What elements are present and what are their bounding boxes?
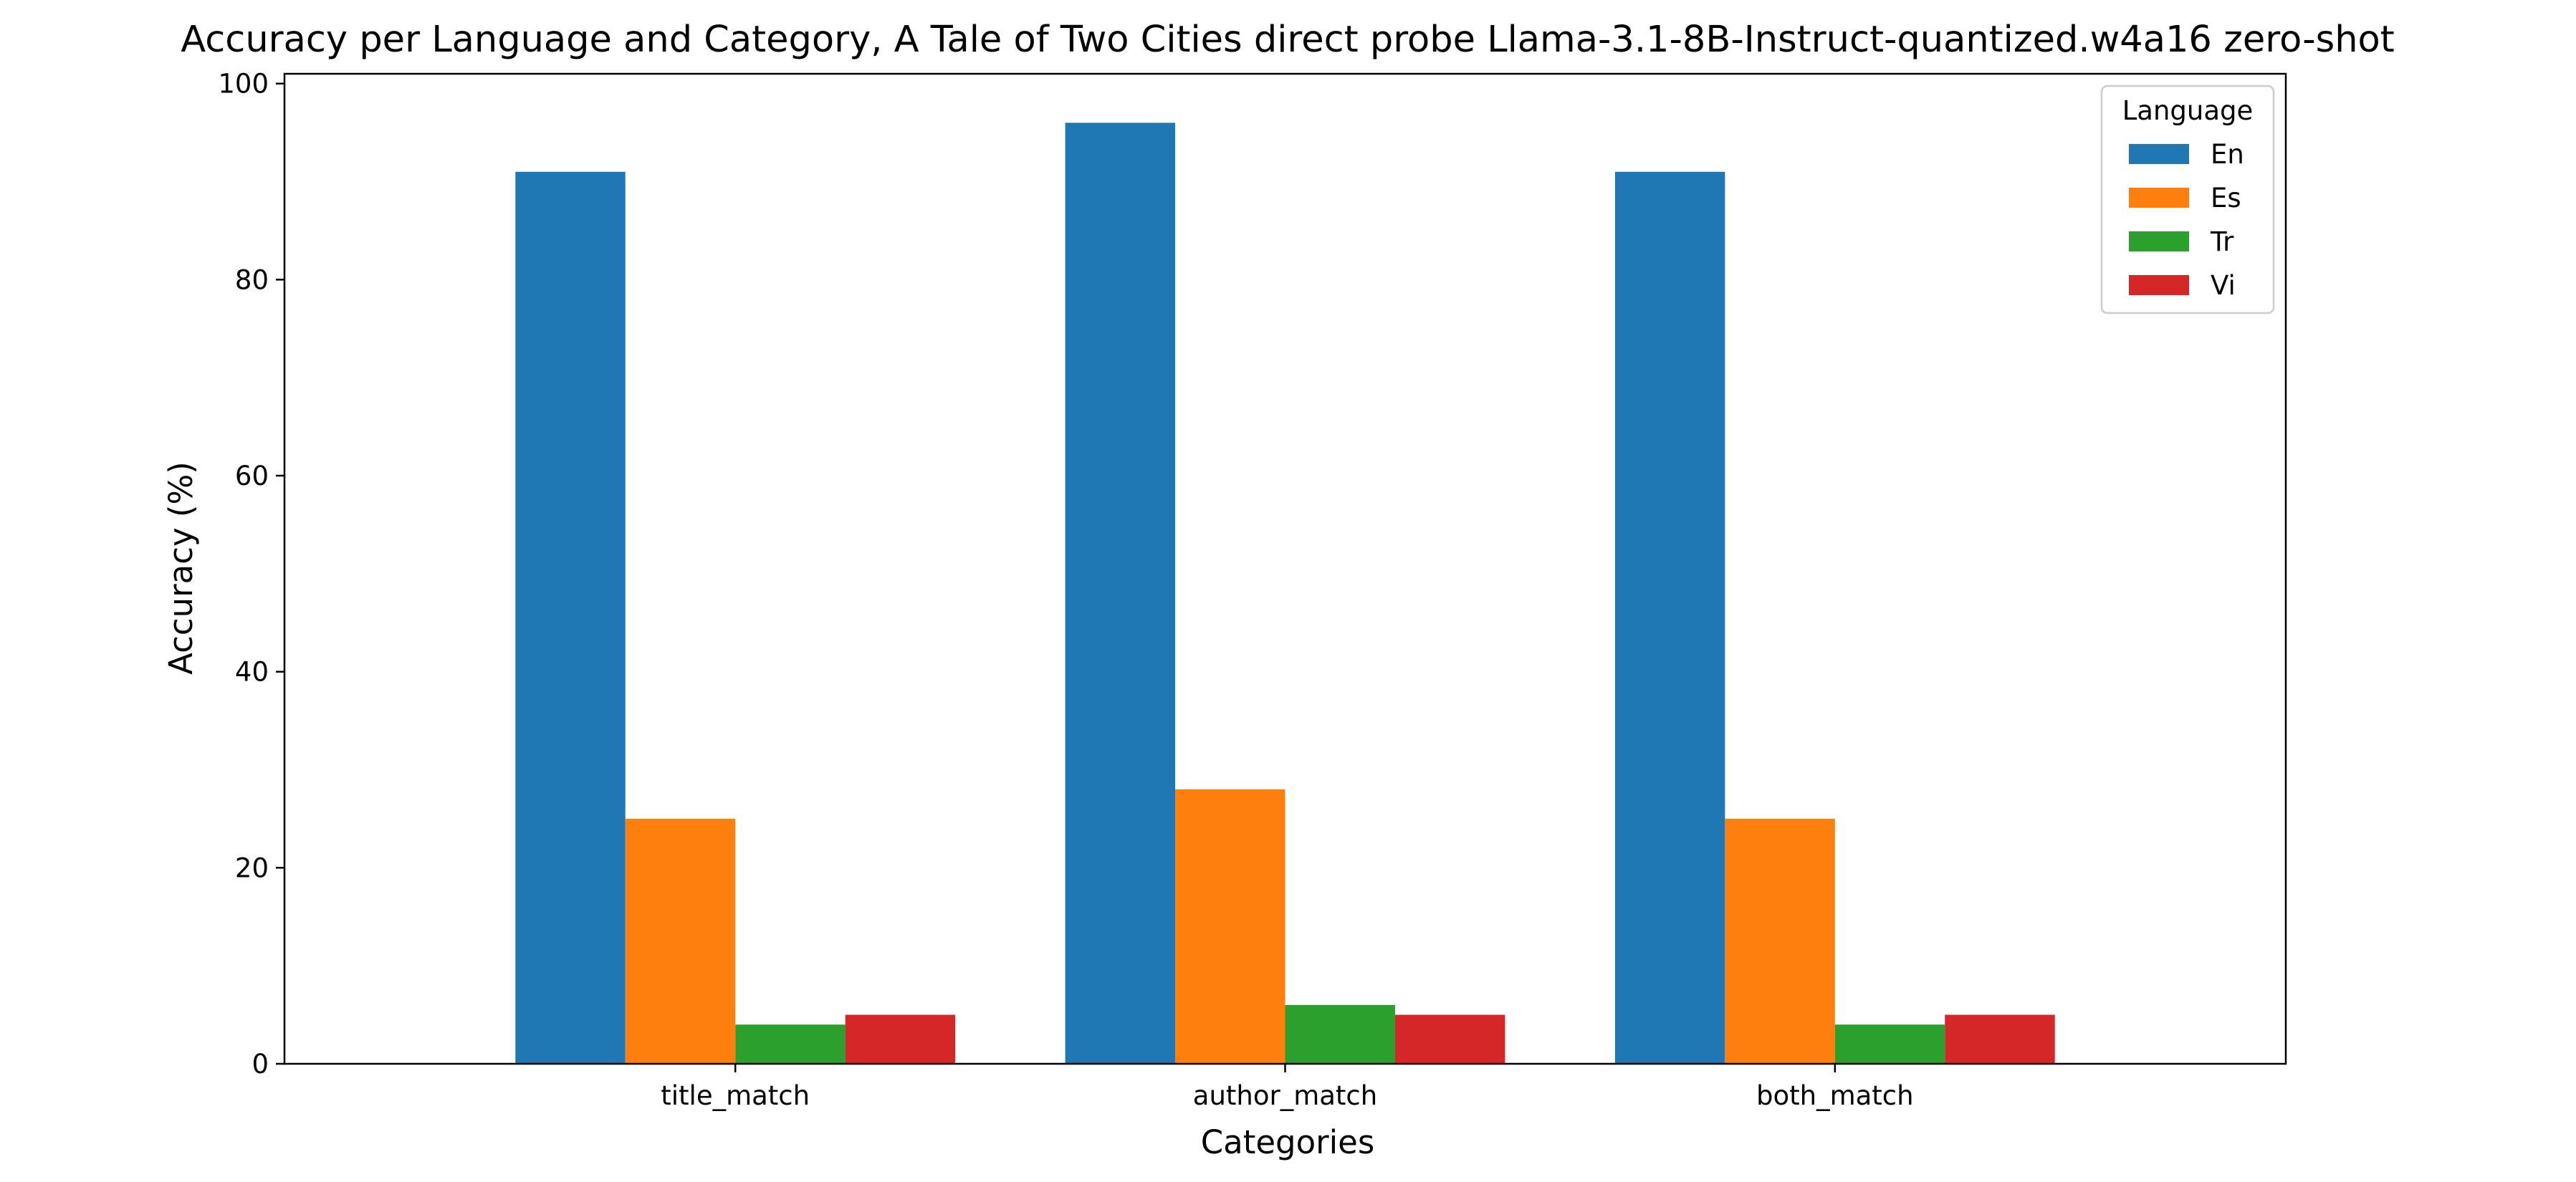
legend-label-es: Es — [2211, 183, 2241, 213]
chart-title: Accuracy per Language and Category, A Ta… — [181, 19, 2394, 61]
legend-swatch-en — [2129, 144, 2189, 164]
bar-tr-author_match — [1285, 1004, 1395, 1064]
y-tick-label-60: 60 — [235, 461, 269, 491]
y-tick-label-100: 100 — [218, 69, 269, 100]
bar-vi-title_match — [845, 1014, 956, 1064]
legend-swatch-es — [2129, 188, 2189, 208]
bar-vi-author_match — [1394, 1014, 1505, 1064]
plot-area: 0 20 40 60 80 100 title_match author_match both_… — [218, 69, 2287, 1111]
bar-es-title_match — [625, 818, 736, 1064]
legend-label-vi: Vi — [2211, 270, 2236, 301]
legend-label-en: En — [2211, 139, 2244, 170]
legend-label-tr: Tr — [2210, 226, 2234, 257]
y-tick-label-80: 80 — [235, 264, 269, 295]
bar-en-both_match — [1614, 171, 1725, 1065]
bar-en-author_match — [1065, 122, 1176, 1064]
y-tick-label-20: 20 — [235, 852, 269, 883]
x-tick-label-author_match: author_match — [1193, 1080, 1377, 1111]
legend-title: Language — [2122, 95, 2254, 126]
bar-es-both_match — [1725, 818, 1835, 1064]
legend-swatch-vi — [2129, 275, 2189, 295]
x-tick-label-both_match: both_match — [1756, 1080, 1914, 1111]
y-axis-label: Accuracy (%) — [162, 461, 200, 675]
bar-es-author_match — [1175, 789, 1285, 1064]
y-tick-label-0: 0 — [252, 1049, 269, 1080]
x-tick-label-title_match: title_match — [661, 1080, 810, 1111]
legend: Language En Es Tr Vi — [2100, 85, 2275, 314]
legend-swatch-tr — [2129, 231, 2189, 251]
y-tick-label-40: 40 — [235, 657, 269, 688]
bar-tr-title_match — [735, 1024, 846, 1064]
bar-tr-both_match — [1834, 1024, 1945, 1064]
bar-en-title_match — [515, 171, 626, 1065]
x-axis-label: Categories — [1201, 1123, 1375, 1161]
bar-vi-both_match — [1945, 1014, 2055, 1064]
